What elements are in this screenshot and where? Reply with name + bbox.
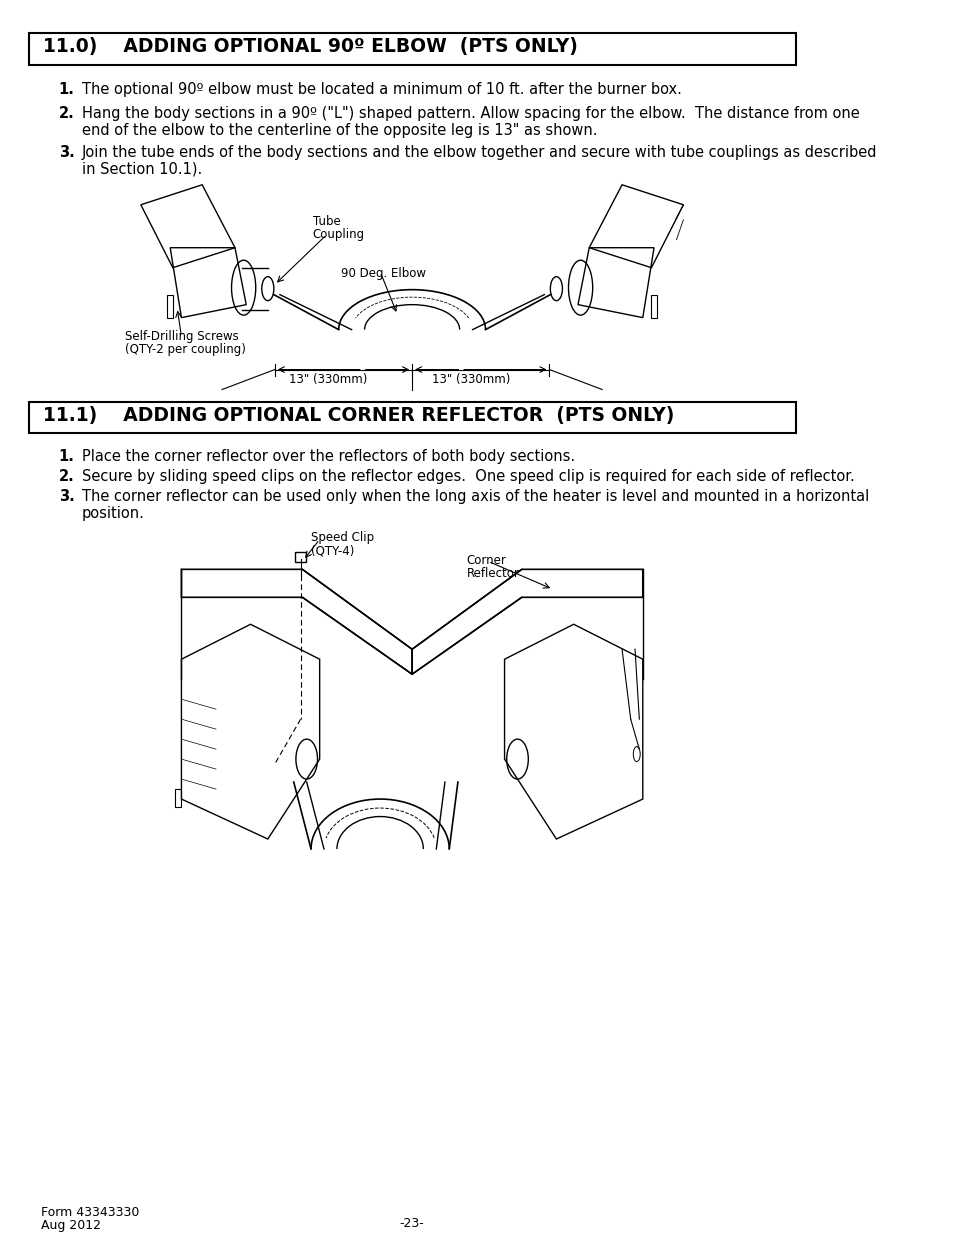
Text: 13" (330mm): 13" (330mm) [289, 373, 368, 385]
Text: Form 43343330: Form 43343330 [41, 1205, 140, 1219]
Text: 1.: 1. [59, 82, 74, 96]
Text: 2.: 2. [59, 469, 74, 484]
Text: 3.: 3. [59, 144, 74, 159]
Text: (QTY-4): (QTY-4) [311, 545, 354, 557]
Text: The corner reflector can be used only when the long axis of the heater is level : The corner reflector can be used only wh… [82, 489, 868, 504]
Text: -23-: -23- [399, 1216, 424, 1230]
Text: The optional 90º elbow must be located a minimum of 10 ft. after the burner box.: The optional 90º elbow must be located a… [82, 82, 681, 96]
Text: Coupling: Coupling [313, 227, 364, 241]
FancyBboxPatch shape [29, 33, 795, 65]
Text: Secure by sliding speed clips on the reflector edges.  One speed clip is require: Secure by sliding speed clips on the ref… [82, 469, 854, 484]
Text: position.: position. [82, 506, 145, 521]
Text: 11.0)    ADDING OPTIONAL 90º ELBOW  (PTS ONLY): 11.0) ADDING OPTIONAL 90º ELBOW (PTS ONL… [43, 37, 578, 56]
Text: end of the elbow to the centerline of the opposite leg is 13" as shown.: end of the elbow to the centerline of th… [82, 122, 597, 138]
Text: 3.: 3. [59, 489, 74, 504]
FancyBboxPatch shape [29, 401, 795, 433]
Text: Self-Drilling Screws: Self-Drilling Screws [125, 330, 239, 342]
Text: Reflector: Reflector [466, 567, 518, 580]
Text: Place the corner reflector over the reflectors of both body sections.: Place the corner reflector over the refl… [82, 450, 575, 464]
Text: Aug 2012: Aug 2012 [41, 1219, 101, 1231]
Text: Join the tube ends of the body sections and the elbow together and secure with t: Join the tube ends of the body sections … [82, 144, 877, 159]
Text: 1.: 1. [59, 450, 74, 464]
Bar [294, 552, 306, 562]
Text: Hang the body sections in a 90º ("L") shaped pattern. Allow spacing for the elbo: Hang the body sections in a 90º ("L") sh… [82, 106, 859, 121]
Text: 2.: 2. [59, 106, 74, 121]
Text: in Section 10.1).: in Section 10.1). [82, 162, 202, 177]
Text: Speed Clip: Speed Clip [311, 531, 374, 545]
Text: Tube: Tube [313, 215, 340, 227]
Text: 11.1)    ADDING OPTIONAL CORNER REFLECTOR  (PTS ONLY): 11.1) ADDING OPTIONAL CORNER REFLECTOR (… [43, 405, 674, 425]
Text: 90 Deg. Elbow: 90 Deg. Elbow [341, 267, 426, 279]
Text: Corner: Corner [466, 555, 506, 567]
Text: (QTY-2 per coupling): (QTY-2 per coupling) [125, 342, 246, 356]
Text: 13" (330mm): 13" (330mm) [432, 373, 510, 385]
